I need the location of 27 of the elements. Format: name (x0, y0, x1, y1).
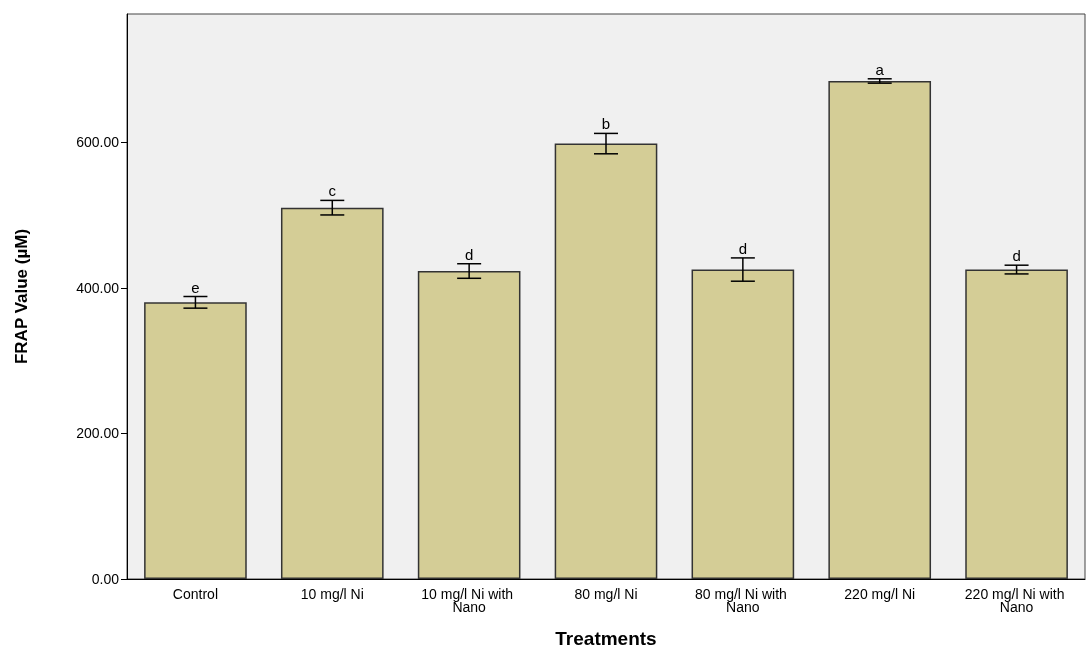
bar (828, 80, 932, 579)
bar (554, 143, 658, 579)
annotation: b (601, 115, 611, 133)
annotation: c (328, 182, 337, 200)
y-axis-title: FRAP Value (µM) (12, 228, 31, 365)
y-tick-label: 400.00 (76, 279, 120, 296)
annotation: d (738, 239, 748, 257)
x-tick-label: 220 mg/l Ni with Nano (964, 585, 1069, 615)
bar (417, 271, 521, 579)
x-tick-label: Control (172, 585, 218, 602)
bar (144, 302, 247, 579)
annotation: a (875, 60, 885, 78)
y-tick-label: 200.00 (76, 425, 120, 442)
y-tick-label: 600.00 (76, 134, 120, 151)
x-tick-label: 10 mg/l Ni (300, 585, 364, 602)
bar (691, 269, 795, 579)
annotation: e (191, 278, 200, 296)
y-tick-label: 0.00 (91, 571, 120, 587)
annotation: d (464, 245, 474, 263)
x-tick-label: 80 mg/l Ni with Nano (695, 585, 791, 615)
annotation: d (1012, 247, 1021, 265)
bar (965, 269, 1068, 579)
x-tick-label: 10 mg/l Ni with Nano (421, 585, 517, 615)
x-tick-label: 80 mg/l Ni (574, 585, 638, 602)
x-tick-label: 220 mg/l Ni (844, 585, 916, 602)
x-axis-title: Treatments (555, 628, 657, 649)
bar (280, 207, 384, 579)
